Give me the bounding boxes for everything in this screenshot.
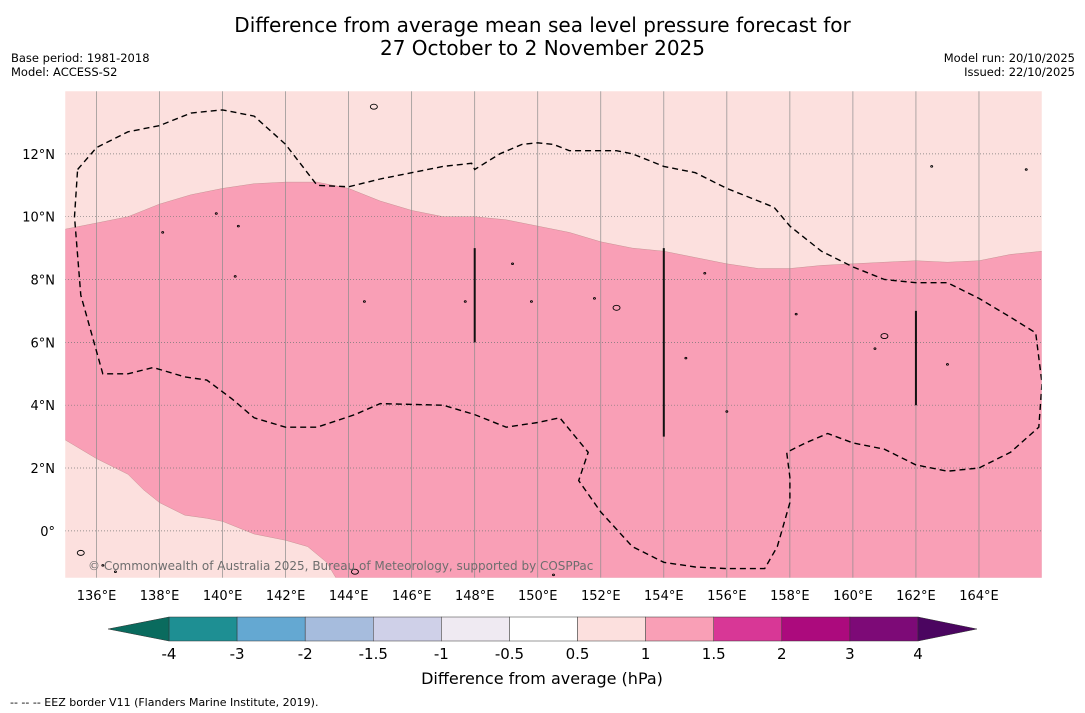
colorbar-label: 1.5	[702, 645, 726, 663]
y-tick-label: 0°	[40, 525, 55, 540]
meta-left: Base period: 1981-2018 Model: ACCESS-S2	[11, 51, 150, 79]
y-tick-label: 12°N	[22, 148, 55, 163]
colorbar-label: -3	[230, 645, 245, 663]
colorbar-bin	[236, 616, 306, 642]
island	[233, 275, 237, 278]
y-axis-ticks: 0° 2°N 4°N 6°N 8°N 10°N 12°N	[22, 148, 55, 540]
island	[873, 347, 877, 350]
colorbar-label: 0.5	[566, 645, 590, 663]
x-tick-label: 154°E	[644, 589, 684, 604]
x-tick-label: 150°E	[518, 589, 558, 604]
island	[930, 165, 934, 168]
colorbar-bin	[781, 616, 851, 642]
colorbar-label: -0.5	[495, 645, 524, 663]
x-axis-ticks: 136°E 138°E 140°E 142°E 144°E 146°E 148°E 150°E…	[77, 589, 999, 604]
islands	[76, 103, 1028, 577]
colorbar-label: 2	[777, 645, 787, 663]
island	[463, 300, 467, 303]
x-tick-label: 162°E	[896, 589, 936, 604]
y-tick-label: 2°N	[31, 462, 56, 477]
x-tick-label: 146°E	[392, 589, 432, 604]
island	[552, 573, 555, 577]
copyright-text: © Commonwealth of Australia 2025, Bureau…	[88, 559, 593, 573]
colorbar-bin	[645, 616, 714, 642]
issued-date: Issued: 22/10/2025	[964, 64, 1075, 79]
colorbar-bin	[441, 616, 510, 642]
plot-frame	[64, 90, 1043, 579]
colorbar-extend-low	[107, 616, 170, 642]
colorbar-bin	[168, 616, 238, 642]
x-tick-label: 138°E	[140, 589, 180, 604]
colorbar-bin	[304, 616, 374, 642]
x-tick-label: 152°E	[581, 589, 621, 604]
island	[794, 312, 798, 316]
island	[101, 564, 105, 567]
chart-title-line2: 27 October to 2 November 2025	[379, 36, 706, 60]
island	[76, 549, 85, 556]
island	[612, 304, 621, 311]
model-run: Model run: 20/10/2025	[943, 51, 1075, 65]
x-tick-label: 144°E	[329, 589, 369, 604]
colorbar-title: Difference from average (hPa)	[421, 669, 663, 688]
colorbar-label: 3	[845, 645, 855, 663]
y-tick-label: 10°N	[22, 211, 55, 226]
colorbar-label: -2	[298, 645, 313, 663]
x-tick-label: 164°E	[959, 589, 999, 604]
island	[529, 300, 533, 303]
island	[511, 262, 514, 266]
island	[593, 297, 596, 300]
x-tick-label: 142°E	[266, 589, 306, 604]
colorbar-label: -4	[162, 645, 177, 663]
island	[350, 568, 359, 575]
eez-footnote: -- -- -- EEZ border V11 (Flanders Marine…	[10, 696, 319, 709]
island	[1024, 168, 1028, 171]
colorbar-extend-high	[917, 616, 978, 642]
colorbar-bin	[713, 616, 783, 642]
colorbar: -4 -3 -2 -1.5 -1 -0.5 0.5 1 1.5 2 3 4	[107, 616, 978, 663]
gridlines	[65, 91, 1042, 578]
colorbar-bin	[373, 616, 442, 642]
colorbar-label: 1	[641, 645, 651, 663]
x-tick-label: 148°E	[455, 589, 495, 604]
colorbar-bin	[577, 616, 646, 642]
y-tick-label: 8°N	[31, 274, 56, 289]
colorbar-bin	[849, 616, 919, 642]
y-tick-label: 6°N	[31, 336, 56, 351]
x-tick-label: 136°E	[77, 589, 117, 604]
base-period: Base period: 1981-2018	[11, 51, 150, 65]
island	[362, 300, 366, 303]
chart-title-line1: Difference from average mean sea level p…	[234, 13, 851, 37]
island	[236, 224, 240, 228]
island	[113, 570, 117, 573]
island	[214, 212, 218, 215]
island	[880, 333, 889, 340]
model-name: Model: ACCESS-S2	[11, 64, 118, 79]
x-tick-label: 140°E	[203, 589, 243, 604]
island	[684, 356, 688, 360]
island	[946, 363, 949, 366]
x-tick-label: 160°E	[833, 589, 873, 604]
eez-border	[73, 109, 1042, 570]
colorbar-label: -1.5	[359, 645, 388, 663]
colorbar-label: 4	[913, 645, 923, 663]
y-tick-label: 4°N	[31, 399, 56, 414]
colorbar-bin	[509, 616, 578, 642]
island	[725, 410, 729, 413]
island	[703, 271, 707, 275]
chart-title: Difference from average mean sea level p…	[0, 14, 1085, 60]
vertical-markers	[473, 248, 917, 437]
island	[369, 103, 378, 110]
x-tick-label: 156°E	[707, 589, 747, 604]
colorbar-label: -1	[434, 645, 449, 663]
meta-right: Model run: 20/10/2025 Issued: 22/10/2025	[943, 51, 1075, 79]
island	[161, 231, 165, 234]
x-tick-label: 158°E	[770, 589, 810, 604]
